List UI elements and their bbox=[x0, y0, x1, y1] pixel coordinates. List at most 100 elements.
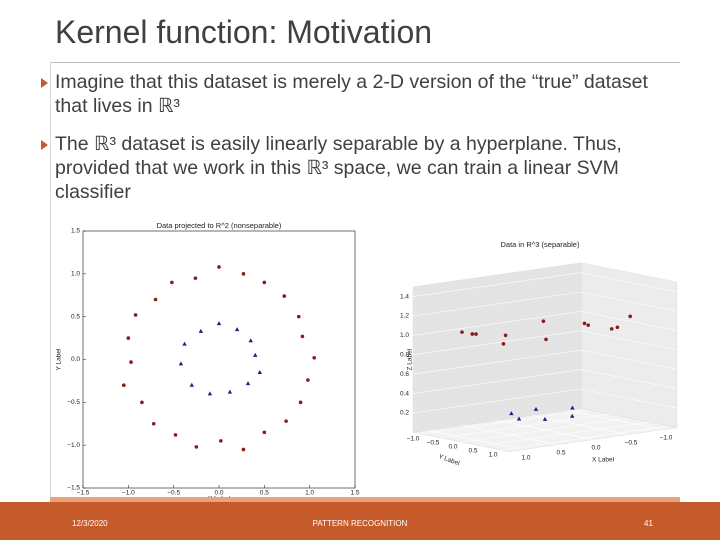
data-point bbox=[198, 328, 204, 333]
data-point bbox=[582, 321, 587, 326]
data-point bbox=[241, 272, 246, 276]
x-tick-label: −1.0 bbox=[660, 434, 673, 441]
y-tick-label: 1.5 bbox=[71, 228, 80, 235]
data-point bbox=[541, 319, 546, 323]
grid-line bbox=[480, 421, 650, 447]
y-tick-label: −1.0 bbox=[67, 442, 80, 449]
data-point bbox=[234, 327, 240, 332]
z-tick-label: 1.4 bbox=[400, 293, 409, 300]
grid-line bbox=[412, 388, 678, 414]
x-tick-label: 0.0 bbox=[214, 490, 223, 497]
z-tick-label: 1.2 bbox=[400, 313, 409, 320]
x-tick-label: 1.5 bbox=[350, 490, 359, 497]
y-axis-label: Y Label bbox=[437, 453, 461, 467]
y-tick-label: −0.5 bbox=[67, 399, 80, 406]
data-point bbox=[609, 327, 614, 331]
y-tick-label: 1.0 bbox=[71, 271, 80, 278]
x-tick-label: −1.0 bbox=[122, 490, 135, 497]
data-point bbox=[296, 314, 301, 319]
data-point bbox=[227, 389, 233, 394]
y-tick-label: 0.5 bbox=[71, 313, 80, 320]
data-point bbox=[170, 280, 174, 285]
data-point bbox=[262, 280, 267, 285]
data-point bbox=[628, 314, 632, 319]
data-point bbox=[126, 336, 131, 340]
data-point bbox=[216, 321, 222, 326]
x-axis-label: X Label bbox=[592, 456, 615, 463]
data-point bbox=[460, 330, 464, 334]
y-tick-label: −0.5 bbox=[427, 440, 440, 447]
data-point bbox=[474, 332, 478, 336]
data-point bbox=[516, 416, 522, 421]
data-point bbox=[509, 411, 514, 416]
back-pane bbox=[580, 262, 678, 428]
data-point bbox=[151, 421, 156, 426]
data-point bbox=[306, 378, 310, 382]
grid-line bbox=[500, 425, 670, 451]
data-point bbox=[262, 430, 267, 435]
z-tick-label: 0.4 bbox=[400, 390, 409, 397]
x-tick-label: −1.5 bbox=[77, 490, 90, 497]
x-tick-label: 0.5 bbox=[260, 490, 269, 497]
data-point bbox=[586, 323, 590, 327]
data-point bbox=[544, 337, 548, 342]
x-tick-label: 0.0 bbox=[591, 444, 600, 451]
data-point bbox=[189, 382, 194, 387]
data-point bbox=[178, 361, 184, 366]
data-point bbox=[122, 383, 126, 388]
side-rule bbox=[50, 62, 51, 502]
data-point bbox=[207, 391, 213, 396]
slide-title: Kernel function: Motivation bbox=[55, 14, 433, 50]
grid-line bbox=[412, 291, 678, 317]
x-tick-label: 1.0 bbox=[521, 454, 530, 461]
bullet-list: Imagine that this dataset is merely a 2-… bbox=[41, 70, 680, 218]
grid-line bbox=[412, 272, 678, 297]
data-point bbox=[257, 369, 262, 374]
grid-line bbox=[420, 409, 590, 435]
data-point bbox=[570, 413, 575, 418]
grid-line bbox=[412, 330, 678, 356]
chart-title: Data projected to R^2 (nonseparable) bbox=[157, 221, 282, 230]
data-point bbox=[253, 352, 258, 357]
y-tick-label: 1.0 bbox=[488, 452, 497, 459]
y-axis-label: Y Label bbox=[56, 348, 63, 370]
grid-line bbox=[440, 413, 610, 439]
back-pane bbox=[412, 262, 582, 433]
page-number: 41 bbox=[644, 519, 653, 528]
title-rule bbox=[50, 62, 680, 63]
x-tick-label: −0.5 bbox=[625, 439, 638, 446]
data-point bbox=[241, 447, 246, 452]
y-tick-label: −1.0 bbox=[407, 436, 420, 443]
data-point bbox=[470, 332, 475, 336]
data-point bbox=[193, 276, 198, 280]
x-tick-label: −0.5 bbox=[167, 490, 180, 497]
data-point bbox=[194, 445, 199, 449]
data-point bbox=[153, 297, 158, 302]
data-point bbox=[312, 355, 317, 360]
data-point bbox=[501, 342, 506, 346]
data-point bbox=[282, 294, 287, 298]
bullet: The ℝ³ dataset is easily linearly separa… bbox=[41, 132, 680, 204]
grid-line bbox=[460, 417, 630, 443]
chart-title: Data in R^3 (separable) bbox=[501, 240, 580, 249]
y-tick-label: −1.5 bbox=[67, 485, 80, 492]
y-tick-label: 0.0 bbox=[71, 356, 80, 363]
y-tick-label: 0.5 bbox=[468, 448, 477, 455]
charts: Data projected to R^2 (nonseparable) X La… bbox=[56, 221, 678, 500]
data-point bbox=[217, 265, 221, 269]
z-tick-label: 0.2 bbox=[400, 410, 409, 417]
data-point bbox=[615, 325, 620, 330]
data-point bbox=[173, 433, 178, 437]
footer-band bbox=[50, 497, 680, 502]
footer: 12/3/2020 PATTERN RECOGNITION 41 bbox=[0, 502, 720, 540]
y-tick-label: 0.0 bbox=[448, 444, 457, 451]
data-point bbox=[129, 360, 133, 364]
data-point bbox=[300, 334, 305, 339]
plot-area bbox=[82, 230, 356, 489]
z-tick-label: 0.8 bbox=[400, 352, 409, 359]
data-point bbox=[219, 439, 223, 443]
data-point bbox=[542, 416, 548, 421]
data-point bbox=[533, 406, 539, 411]
x-tick-label: 0.5 bbox=[556, 449, 565, 456]
